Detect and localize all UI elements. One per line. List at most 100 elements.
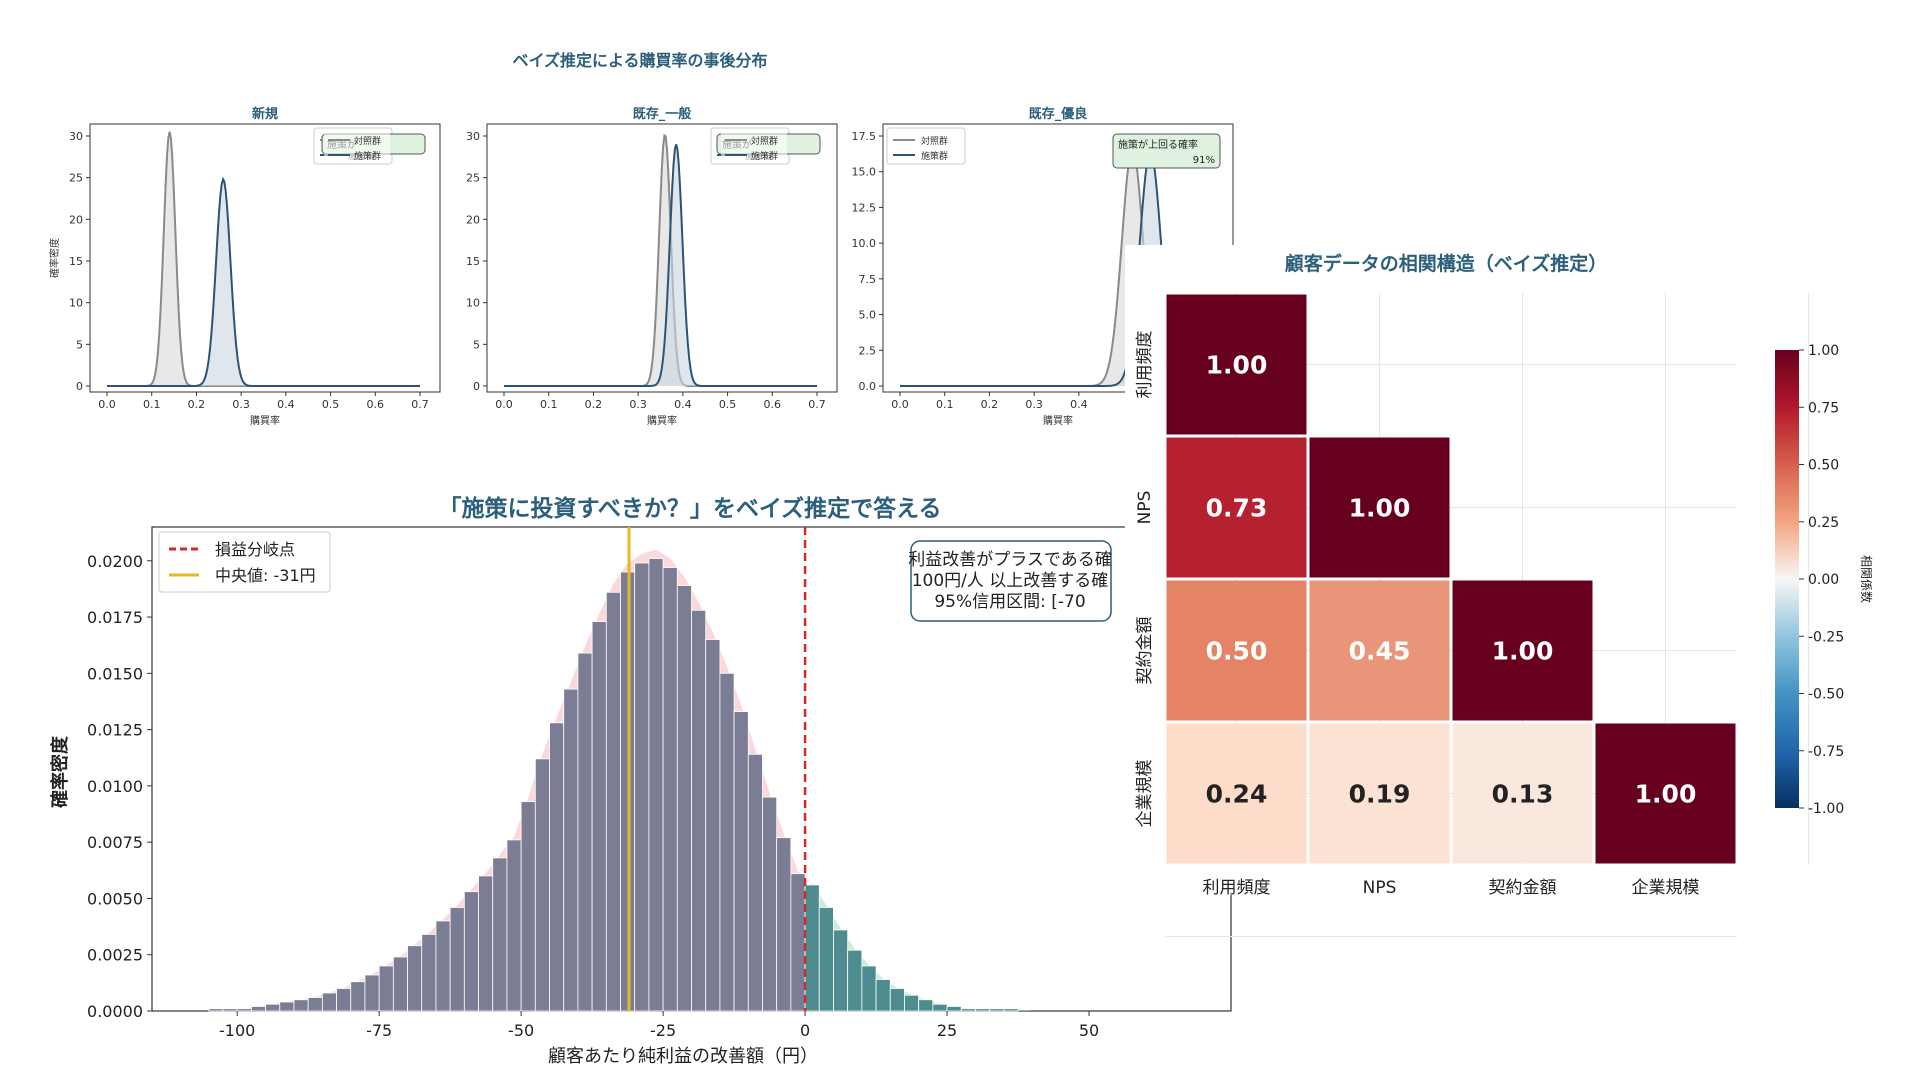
x-tick-label: 0.7 — [808, 398, 826, 411]
colorbar-tick-label: 0.00 — [1808, 572, 1839, 588]
x-tick-label: -25 — [650, 1021, 676, 1040]
colorbar-gradient — [1775, 350, 1799, 808]
y-tick-label: 25 — [466, 172, 480, 185]
heatmap-cell — [1595, 723, 1736, 864]
y-tick-label: 7.5 — [859, 273, 877, 286]
x-tick-label: 0.3 — [1025, 398, 1043, 411]
legend-label: 対照群 — [751, 135, 778, 147]
heatmap-cell-value: 0.73 — [1206, 494, 1268, 523]
y-tick-label: 12.5 — [852, 201, 877, 214]
y-tick-label: 0.0075 — [87, 833, 143, 852]
heatmap-y-label: 企業規模 — [1135, 760, 1155, 828]
posterior-panel-1: 新規 0.0 0.1 0.2 0.3 0.4 0.5 0.6 0.7 0 5 10 15 20 25 30 購買… — [48, 106, 441, 427]
histogram-bar — [634, 562, 650, 1012]
legend-breakeven-label: 損益分岐点 — [215, 540, 295, 559]
histogram-bar — [563, 688, 579, 1012]
y-tick-label: 20 — [466, 213, 480, 226]
heatmap-cell-value: 1.00 — [1206, 351, 1268, 380]
histogram-ylabel: 確率密度 — [49, 735, 71, 808]
histogram-bar — [790, 873, 806, 1012]
histogram-bar — [960, 1008, 976, 1012]
histogram-bar — [265, 1003, 281, 1012]
y-tick-label: 0.0050 — [87, 889, 143, 908]
y-tick-label: 0.0150 — [87, 664, 143, 683]
histogram-bar — [435, 920, 451, 1012]
y-tick-label: 5.0 — [859, 309, 877, 322]
y-tick-label: 0 — [76, 380, 83, 393]
prob-box — [1112, 133, 1221, 169]
heatmap-cell — [1166, 437, 1307, 578]
heatmap-x-label: 企業規模 — [1632, 878, 1700, 898]
histogram-bar — [733, 711, 749, 1012]
x-tick-label: 0.1 — [936, 398, 954, 411]
y-tick-label: 10 — [466, 297, 480, 310]
series-line-施策群 — [107, 176, 420, 387]
histogram-bar — [250, 1006, 266, 1012]
series-line-施策群 — [900, 150, 1213, 387]
x-tick-label: 0.0 — [495, 398, 513, 411]
legend-label: 施策群 — [354, 150, 381, 162]
y-tick-label: 15 — [69, 255, 83, 268]
y-tick-label: 10.0 — [852, 237, 877, 250]
annotation-line-3: 95%信用区間: [-70 — [934, 592, 1085, 612]
histogram-bar — [946, 1006, 962, 1012]
panel-frame — [89, 123, 441, 393]
histogram-bar — [449, 907, 465, 1012]
y-tick-label: 0.0000 — [87, 1002, 143, 1021]
x-tick-label: 0.5 — [719, 398, 737, 411]
heatmap-cell-value: 0.45 — [1349, 637, 1411, 666]
histogram-bar — [691, 609, 707, 1012]
histogram-bar — [520, 801, 536, 1012]
colorbar-tick-label: 0.50 — [1808, 458, 1839, 474]
histogram-bar — [407, 945, 423, 1012]
histogram-bar — [932, 1003, 948, 1012]
histogram-bar — [875, 979, 891, 1012]
y-tick-label: 2.5 — [859, 344, 877, 357]
histogram-xlabel: 顧客あたり純利益の改善額（円） — [548, 1046, 818, 1067]
panel-title: 既存_優良 — [1029, 106, 1088, 122]
histogram-bar — [208, 1008, 224, 1012]
heatmap-cell — [1166, 723, 1307, 864]
histogram-bar — [236, 1008, 252, 1012]
colorbar-tick-label: -0.25 — [1808, 629, 1844, 645]
y-tick-label: 30 — [466, 130, 480, 143]
y-tick-label: 0.0175 — [87, 608, 143, 627]
x-tick-label: 0.4 — [1070, 398, 1088, 411]
x-tick-label: 0.2 — [981, 398, 999, 411]
histogram-legend: 損益分岐点 中央値: -31円 — [158, 531, 331, 593]
y-tick-label: 17.5 — [852, 130, 877, 143]
histogram-bar — [776, 837, 792, 1012]
x-tick-label: 0.2 — [188, 398, 206, 411]
series-fill-対照群 — [504, 135, 817, 386]
legend-overlay — [324, 132, 390, 162]
y-tick-label: 0.0100 — [87, 777, 143, 796]
prob-box-text: 施策が上回る確率 — [1118, 138, 1198, 151]
histogram-bar — [1003, 1008, 1019, 1012]
heatmap-colorbar: 1.00 0.75 0.50 0.25 0.00 -0.25 -0.50 -0.75 -1.00… — [1775, 343, 1874, 817]
y-tick-label: 0 — [473, 380, 480, 393]
y-tick-label: 0.0125 — [87, 721, 143, 740]
histogram-bar — [833, 929, 849, 1012]
heatmap-cell — [1309, 580, 1450, 721]
annotation-line-2: 100円/人 以上改善する確 — [912, 571, 1109, 591]
histogram-bar — [307, 997, 323, 1012]
y-tick-label: 0.0025 — [87, 946, 143, 965]
histogram-bar — [336, 988, 352, 1012]
y-tick-label: 10 — [69, 297, 83, 310]
legend-label: 対照群 — [921, 135, 948, 147]
heatmap-cell-value: 1.00 — [1635, 780, 1697, 809]
histogram-bar — [577, 652, 593, 1012]
heatmap-cell — [1452, 580, 1593, 721]
heatmap-cell-value: 0.50 — [1206, 637, 1268, 666]
histogram-bar — [463, 891, 479, 1012]
histogram-bar — [605, 591, 621, 1012]
heatmap-cell — [1166, 294, 1307, 435]
heatmap-x-label: 契約金額 — [1489, 878, 1557, 898]
histogram-bar — [378, 965, 394, 1012]
x-tick-label: 0.5 — [322, 398, 340, 411]
histogram-bar — [492, 857, 508, 1012]
x-tick-label: -50 — [508, 1021, 534, 1040]
x-tick-label: 0.0 — [891, 398, 909, 411]
histogram-bar — [506, 839, 522, 1012]
x-tick-label: 0.7 — [411, 398, 429, 411]
